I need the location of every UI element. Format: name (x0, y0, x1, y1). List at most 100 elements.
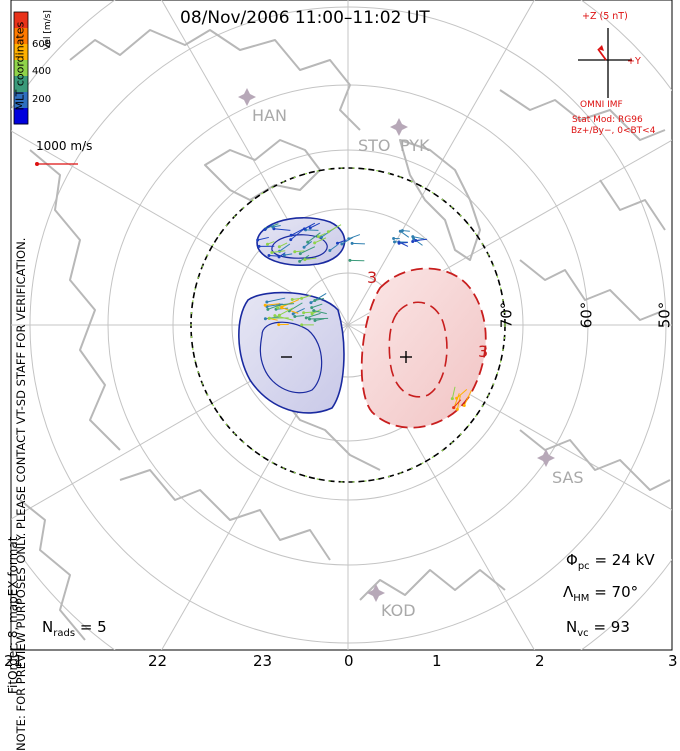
velocity-vector-origin (313, 299, 316, 302)
velocity-vector-origin (290, 234, 293, 237)
velocity-vector-origin (327, 230, 330, 233)
velocity-vector-origin (303, 258, 306, 261)
positive-cell-outer (362, 269, 486, 428)
velocity-vector-origin (266, 243, 269, 246)
lambda-hm-sub: HM (573, 593, 589, 604)
velocity-vector-origin (277, 323, 280, 326)
velocity-vector (400, 231, 408, 237)
velocity-vector (306, 230, 319, 231)
velocity-vector-origin (351, 242, 354, 245)
phi-pc-sub: pc (578, 561, 590, 572)
mlt-label-3: 3 (668, 652, 678, 670)
velocity-vector-origin (347, 237, 350, 240)
imf-y-label: +Y (627, 56, 641, 67)
velocity-vector-origin (309, 301, 312, 304)
lambda-hm-symbol: Λ (563, 583, 573, 601)
imf-condition: Bz+/By−, 0<BT<4 (571, 126, 655, 136)
station-label-sas: SAS (552, 468, 584, 487)
velocity-vector-origin (256, 238, 259, 241)
contour-label-positive: 3 (367, 268, 377, 287)
velocity-vector-origin (268, 317, 271, 320)
mlt-label-0: 0 (344, 652, 354, 670)
velocity-vector-origin (264, 317, 267, 320)
velocity-vector-origin (305, 316, 308, 319)
velocity-vector-origin (266, 308, 269, 311)
station-marker-kod (367, 584, 385, 602)
map-frame (0, 0, 680, 674)
mlt-label-21: 21 (4, 652, 23, 670)
velocity-vector-origin (278, 314, 281, 317)
station-label-sto: STO (358, 136, 391, 155)
velocity-vector-origin (451, 397, 454, 400)
imf-vector (598, 49, 606, 60)
velocity-vector-origin (268, 254, 271, 257)
velocity-vector-origin (271, 226, 274, 229)
velocity-vector-origin (336, 242, 339, 245)
velocity-vector-origin (300, 323, 303, 326)
nvc-stat: Nvc = 93 (566, 618, 630, 639)
nvc-sub: vc (577, 628, 588, 639)
velocity-vector-origin (303, 246, 306, 249)
station-label-kod: KOD (381, 601, 416, 620)
mlt-label-2: 2 (535, 652, 545, 670)
nrads-sub: rads (53, 628, 75, 639)
station-label-pyk: PYK (400, 136, 430, 155)
velocity-vector-origin (293, 250, 296, 253)
velocity-vector (310, 318, 329, 319)
velocity-vector-origin (299, 252, 302, 255)
velocity-vector-origin (401, 229, 404, 232)
velocity-vector-origin (278, 255, 281, 258)
velocity-vector-origin (278, 245, 281, 248)
nrads-value: = 5 (80, 618, 107, 636)
velocity-vector-origin (258, 245, 261, 248)
velocity-vector-origin (273, 314, 276, 317)
colorbar-tick-600: 600 (32, 39, 51, 50)
mlt-label-22: 22 (148, 652, 167, 670)
scale-vector-label: 1000 m/s (36, 139, 92, 153)
lat-label-50: 50° (655, 302, 673, 329)
velocity-vector-origin (308, 318, 311, 321)
velocity-vector-origin (291, 298, 294, 301)
velocity-vector-origin (452, 406, 455, 409)
velocity-vector-origin (414, 239, 417, 242)
velocity-vector-origin (300, 297, 303, 300)
lat-label-70: 70° (497, 302, 515, 329)
phi-pc-value: = 24 kV (594, 551, 654, 569)
nvc-symbol: N (566, 618, 577, 636)
lambda-hm-stat: ΛHM = 70° (563, 583, 638, 604)
velocity-vector-origin (280, 306, 283, 309)
velocity-vector-origin (456, 408, 459, 411)
convection-map (0, 0, 680, 674)
velocity-vector-origin (313, 319, 316, 322)
mlt-label-1: 1 (432, 652, 442, 670)
velocity-vector-origin (289, 238, 292, 241)
velocity-vector-origin (293, 315, 296, 318)
velocity-vector-origin (311, 312, 314, 315)
imf-dial (578, 28, 632, 98)
station-label-han: HAN (252, 106, 287, 125)
imf-z-label: +Z (5 nT) (582, 11, 628, 22)
velocity-vector-origin (392, 237, 395, 240)
velocity-vector-origin (463, 404, 466, 407)
velocity-vector-origin (313, 241, 316, 244)
nvc-value: = 93 (593, 618, 629, 636)
velocity-vector-origin (411, 240, 414, 243)
velocity-vector-origin (302, 311, 305, 314)
velocity-vector-origin (276, 306, 279, 309)
velocity-vector-origin (265, 300, 268, 303)
velocity-vector-origin (292, 312, 295, 315)
nrads-symbol: N (42, 618, 53, 636)
stat-model: Stat Mod: RG96 (572, 115, 643, 125)
velocity-vector-origin (340, 242, 343, 245)
velocity-vector-origin (312, 309, 315, 312)
imf-source: OMNI IMF (580, 100, 623, 110)
velocity-vector-origin (398, 242, 401, 245)
map-title: 08/Nov/2006 11:00–11:02 UT (180, 8, 430, 28)
phi-pc-stat: Φpc = 24 kV (566, 551, 655, 572)
contour-label-positive-right: 3 (478, 342, 488, 361)
station-marker-han (238, 88, 256, 106)
mlt-label-23: 23 (253, 652, 272, 670)
velocity-vector (349, 235, 360, 239)
velocity-vector (416, 239, 427, 240)
velocity-vector-origin (264, 304, 267, 307)
